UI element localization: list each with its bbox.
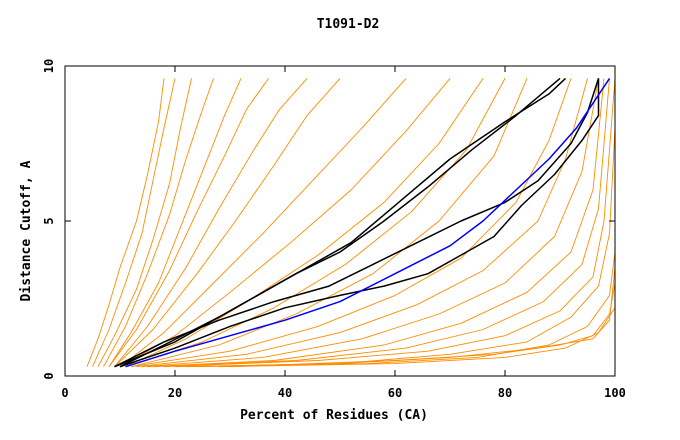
series-line-model-black-1 [119, 77, 567, 368]
series-line-model-mid-3 [125, 78, 484, 368]
series-line-model-steep-3 [97, 78, 192, 367]
series-line-model-steep-1 [86, 78, 165, 367]
series-line-model-blue [125, 77, 611, 368]
plot-frame [64, 65, 616, 377]
series-line-model-steep-6 [108, 78, 269, 367]
series-line-model-low-5 [152, 78, 610, 368]
series-line-model-low-2 [136, 78, 588, 368]
x-tick-label-0: 0 [61, 386, 68, 400]
x-tick-label-20: 20 [168, 386, 182, 400]
series-line-model-black-3 [114, 78, 600, 368]
series-line-model-bottom-2 [185, 267, 616, 368]
y-tick-label-0: 0 [42, 372, 56, 379]
series-line-model-mid-1 [119, 78, 407, 368]
x-tick-label-40: 40 [278, 386, 292, 400]
y-tick-label-5: 5 [42, 217, 56, 224]
series-line-model-black-2 [114, 77, 561, 368]
x-axis-label: Percent of Residues (CA) [240, 408, 428, 423]
series-line-model-steep-8 [114, 78, 341, 368]
series-line-model-low-8 [196, 251, 616, 368]
chart-title: T1091-D2 [317, 17, 380, 32]
series-line-model-steep-4 [103, 78, 214, 367]
x-tick-label-60: 60 [388, 386, 402, 400]
x-tick-label-80: 80 [498, 386, 512, 400]
tick-layer: 0 20 40 60 80 100 0 5 10 [42, 59, 626, 400]
series-line-model-steep-2 [92, 78, 176, 367]
series-line-model-low-3 [141, 78, 599, 368]
series-line-model-mid-5 [130, 78, 528, 368]
series-line-model-steep-7 [114, 78, 308, 367]
series-line-model-mid-4 [125, 78, 506, 368]
y-axis-label: Distance Cutoff, A [19, 160, 34, 301]
series-line-model-low-4 [147, 78, 605, 368]
series-line-model-low-7 [174, 127, 616, 368]
series-line-model-low-6 [163, 78, 616, 368]
x-tick-label-100: 100 [604, 386, 626, 400]
series-line-model-low-9 [218, 307, 616, 368]
series-line-model-mid-2 [119, 78, 451, 368]
series-layer [86, 77, 616, 368]
y-tick-label-10: 10 [42, 59, 56, 73]
series-line-model-steep-5 [108, 78, 242, 367]
series-line-model-low-1 [130, 78, 572, 368]
series-line-model-black-4 [119, 78, 600, 368]
